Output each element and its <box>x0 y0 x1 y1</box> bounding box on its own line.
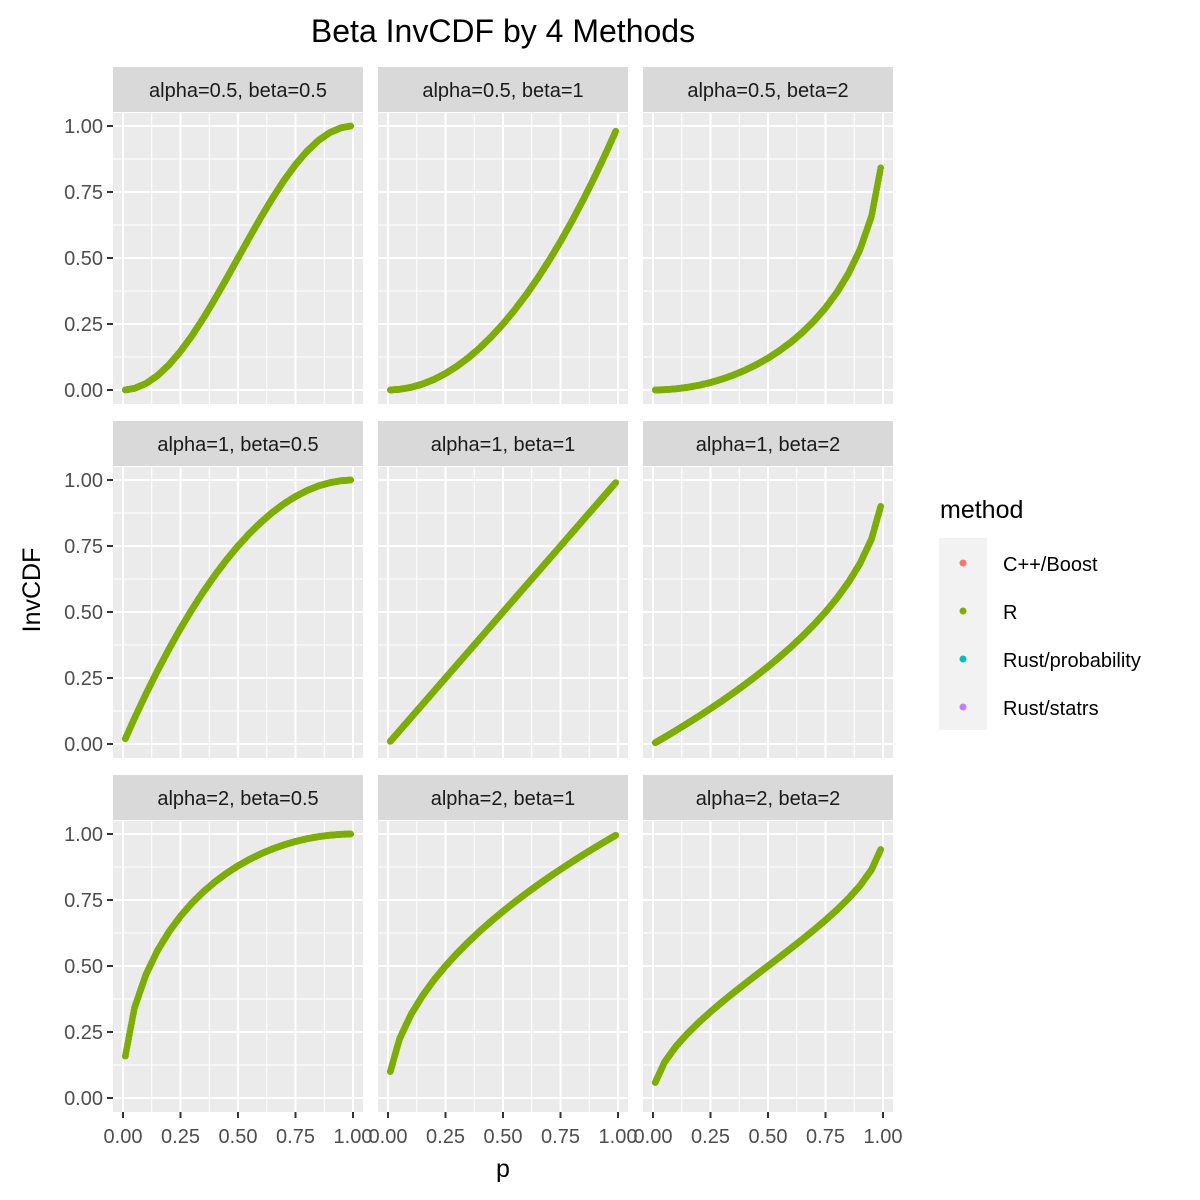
legend-label: C++/Boost <box>1003 554 1098 576</box>
legend-key-background <box>939 538 987 730</box>
legend-label: Rust/statrs <box>1003 698 1099 720</box>
x-tick-label: 0.50 <box>749 1126 788 1148</box>
y-tick-label: 0.25 <box>64 668 103 690</box>
y-tick-label: 0.75 <box>64 536 103 558</box>
legend-label: R <box>1003 602 1017 624</box>
facet-strip-label: alpha=0.5, beta=1 <box>422 80 583 102</box>
data-point <box>347 476 355 484</box>
y-tick-label: 1.00 <box>64 470 103 492</box>
data-point <box>612 831 620 839</box>
x-tick-label: 0.50 <box>484 1126 523 1148</box>
facet-panel: alpha=1, beta=0.5 0.00 0.25 0.50 0.75 1.00 <box>64 421 363 758</box>
data-point <box>612 127 620 135</box>
y-tick-label: 0.75 <box>64 182 103 204</box>
y-tick-label: 0.25 <box>64 314 103 336</box>
x-tick-label: 0.00 <box>369 1126 408 1148</box>
facet-strip-label: alpha=1, beta=2 <box>696 434 841 456</box>
chart-title: Beta InvCDF by 4 Methods <box>311 13 695 49</box>
data-point <box>877 164 885 172</box>
x-tick-label: 1.00 <box>334 1126 373 1148</box>
facet-strip-label: alpha=1, beta=0.5 <box>157 434 318 456</box>
y-tick-label: 0.75 <box>64 890 103 912</box>
data-point <box>347 122 355 130</box>
legend-key-point <box>959 655 967 663</box>
facet-strip <box>643 67 893 112</box>
legend-key-point <box>959 559 967 567</box>
y-tick-label: 0.25 <box>64 1022 103 1044</box>
x-tick-label: 0.25 <box>691 1126 730 1148</box>
y-tick-label: 0.50 <box>64 248 103 270</box>
x-axis-title: p <box>496 1155 510 1183</box>
facet-strip-label: alpha=2, beta=1 <box>431 788 576 810</box>
facet-strip <box>378 67 628 112</box>
facet-panel: alpha=1, beta=2 <box>643 421 893 758</box>
data-point <box>612 479 620 487</box>
y-tick-label: 0.00 <box>64 380 103 402</box>
data-point <box>877 846 885 853</box>
facet-strip <box>113 67 363 112</box>
facet-panel: alpha=2, beta=0.5 0.000.00 0.25 0.25 0.50 0.5… <box>64 775 372 1148</box>
facet-panel: alpha=0.5, beta=0.5 0.00 0.25 0.50 0.75 1.00 <box>64 67 363 404</box>
facet-strip-label: alpha=2, beta=2 <box>696 788 841 810</box>
data-point <box>347 830 355 838</box>
facet-panel: alpha=2, beta=1 0.00 0.25 0.50 0.75 1.00 <box>369 775 638 1148</box>
x-tick-label: 0.75 <box>806 1126 845 1148</box>
legend-label: Rust/probability <box>1003 650 1141 672</box>
y-axis-title: InvCDF <box>18 548 46 633</box>
x-tick-label: 0.75 <box>276 1126 315 1148</box>
y-tick-label: 0.00 <box>64 734 103 756</box>
legend-title: method <box>940 496 1023 524</box>
y-tick-label: 0.00 <box>64 1088 103 1110</box>
facet-strip-label: alpha=0.5, beta=2 <box>687 80 848 102</box>
x-tick-label: 0.50 <box>219 1126 258 1148</box>
legend-key-point <box>959 703 967 711</box>
x-tick-label: 0.00 <box>104 1126 143 1148</box>
y-tick-label: 1.00 <box>64 824 103 846</box>
x-tick-label: 0.00 <box>634 1126 673 1148</box>
panels: alpha=0.5, beta=0.50.000.250.500.751.00a… <box>64 67 902 1148</box>
y-tick-label: 0.50 <box>64 602 103 624</box>
facet-strip-label: alpha=0.5, beta=0.5 <box>149 80 327 102</box>
x-tick-label: 1.00 <box>864 1126 903 1148</box>
facet-strip-label: alpha=1, beta=1 <box>431 434 576 456</box>
facet-panel: alpha=0.5, beta=1 <box>378 67 628 404</box>
facet-panel: alpha=0.5, beta=2 <box>643 67 893 404</box>
x-tick-label: 1.00 <box>599 1126 638 1148</box>
facet-strip <box>113 421 363 466</box>
y-tick-label: 1.00 <box>64 116 103 138</box>
facet-panel: alpha=1, beta=1 <box>378 421 628 758</box>
y-tick-label: 0.50 <box>64 956 103 978</box>
legend: method C++/Boost R Rust/probability Rust/st… <box>939 496 1141 730</box>
x-tick-label: 0.25 <box>161 1126 200 1148</box>
legend-key-point <box>959 607 967 615</box>
facet-panel: alpha=2, beta=2 0.00 0.25 0.50 0.75 1.00 <box>634 775 903 1148</box>
facet-strip-label: alpha=2, beta=0.5 <box>157 788 318 810</box>
x-tick-label: 0.25 <box>426 1126 465 1148</box>
data-point <box>877 503 885 510</box>
x-tick-label: 0.75 <box>541 1126 580 1148</box>
